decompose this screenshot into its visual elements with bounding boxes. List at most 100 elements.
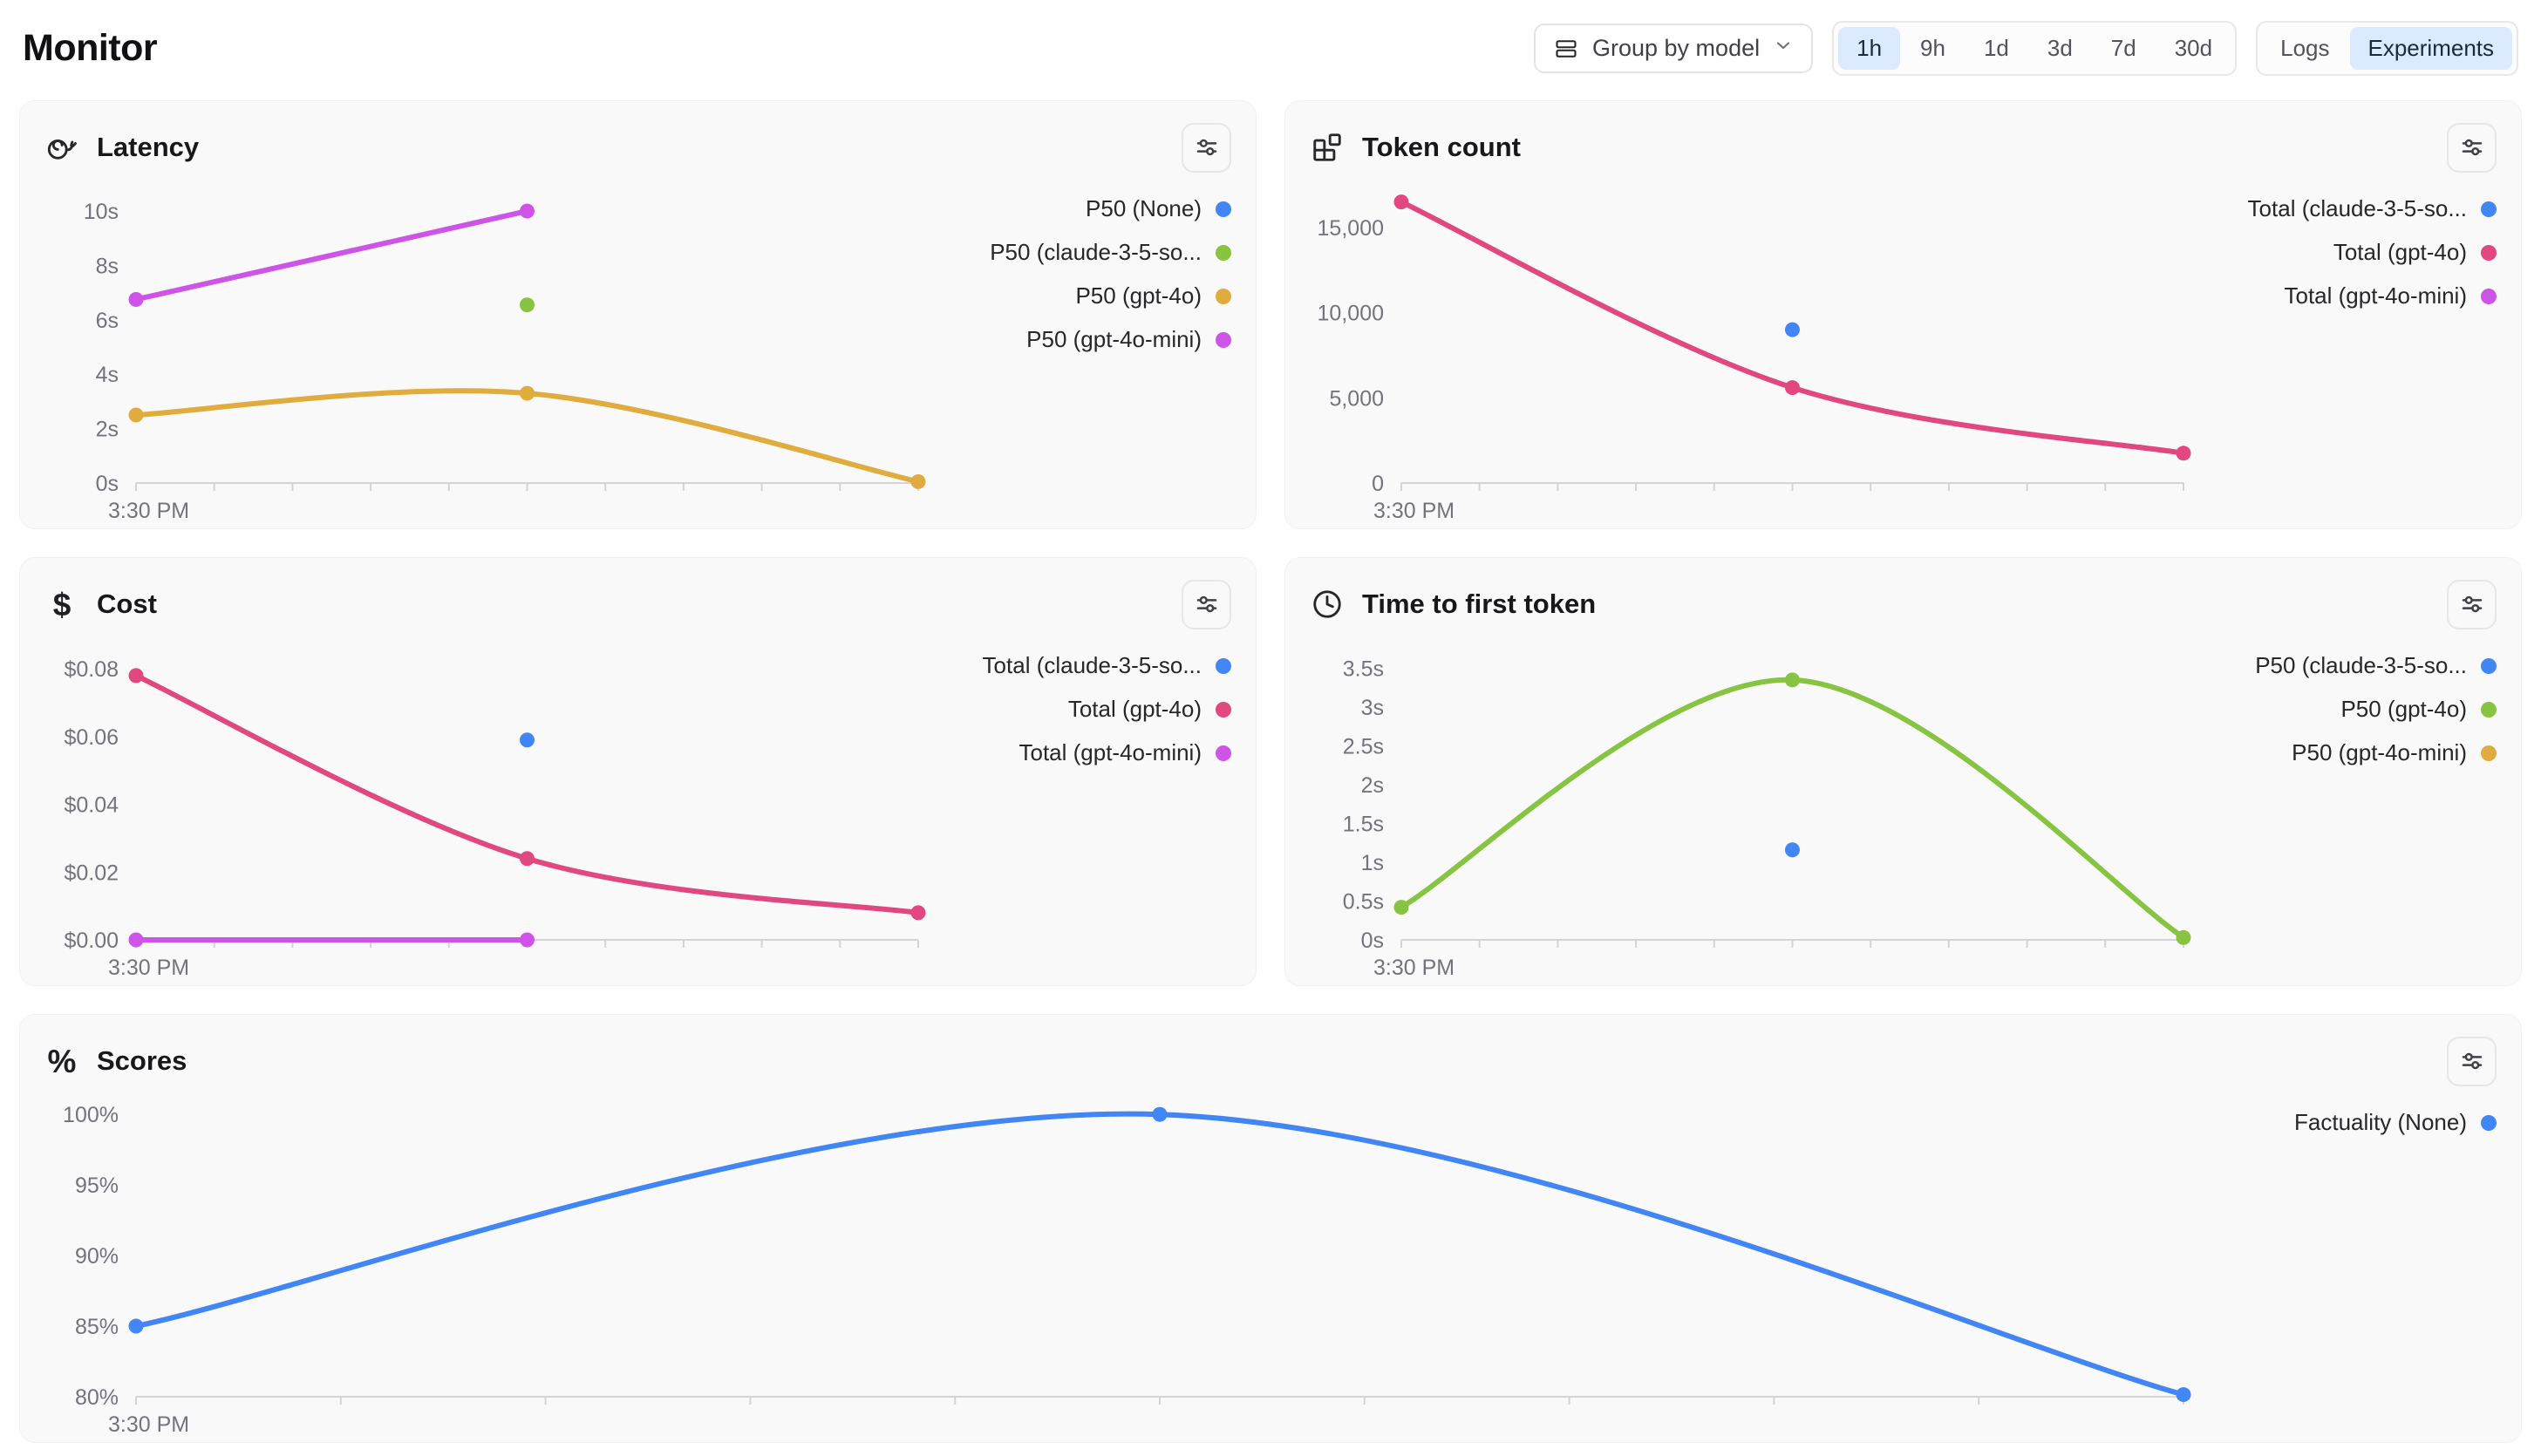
svg-text:85%: 85% xyxy=(75,1315,119,1339)
svg-text:10s: 10s xyxy=(84,200,119,224)
svg-text:2.5s: 2.5s xyxy=(1343,734,1384,759)
legend-dot xyxy=(1216,244,1231,261)
chart-title: Scores xyxy=(97,1045,187,1076)
svg-text:$0.00: $0.00 xyxy=(64,929,119,953)
chart-legend: P50 (None) P50 (claude-3-5-so... P50 (gpt-… xyxy=(930,174,1231,523)
legend-dot xyxy=(1216,657,1231,674)
group-by-label: Group by model xyxy=(1592,35,1761,61)
svg-text:2s: 2s xyxy=(1361,773,1384,798)
time-range-7d[interactable]: 7d xyxy=(2093,27,2155,70)
legend-item: Total (claude-3-5-so... xyxy=(2196,195,2497,222)
chart-settings-button[interactable] xyxy=(2447,579,2497,629)
legend-label: P50 (claude-3-5-so... xyxy=(990,239,1202,265)
legend-dot xyxy=(1216,288,1231,304)
time-to-first-token-card: Time to first token 3.5s 3s 2.5s 2s 1.5s 1s 0.… xyxy=(1284,557,2522,986)
card-header: Latency xyxy=(44,120,1231,174)
time-range-9h[interactable]: 9h xyxy=(1902,27,1964,70)
svg-text:3:30 PM: 3:30 PM xyxy=(108,1412,189,1437)
chart-legend: Factuality (None) xyxy=(2196,1088,2497,1437)
svg-text:0: 0 xyxy=(1372,472,1384,496)
chart-settings-button[interactable] xyxy=(1182,579,1231,629)
scores-chart: 100% 95% 90% 85% 80%3:30 PM xyxy=(63,1103,2191,1437)
svg-text:10,000: 10,000 xyxy=(1318,302,1384,326)
svg-text:$0.04: $0.04 xyxy=(64,793,119,818)
latency-card: Latency 10s 8s 6s 4s 2s 0s 3:30 PM P50 (None) P… xyxy=(19,100,1257,529)
blocks-icon xyxy=(1310,130,1345,165)
legend-label: Total (gpt-4o) xyxy=(1067,696,1202,722)
legend-label: P50 (claude-3-5-so... xyxy=(2255,652,2467,678)
legend-dot xyxy=(2481,288,2497,304)
token-count-card: Token count 15,000 10,000 5,000 0 3:30 PM To… xyxy=(1284,100,2522,529)
svg-text:90%: 90% xyxy=(75,1244,119,1269)
legend-dot xyxy=(1216,701,1231,718)
svg-text:3:30 PM: 3:30 PM xyxy=(1373,956,1454,980)
chart-settings-button[interactable] xyxy=(2447,122,2497,173)
legend-dot xyxy=(1216,745,1231,761)
legend-label: P50 (gpt-4o-mini) xyxy=(1026,326,1202,352)
svg-text:3.5s: 3.5s xyxy=(1343,657,1384,681)
chart-area: 15,000 10,000 5,000 0 3:30 PM Total (claude-… xyxy=(1310,174,2497,523)
svg-text:95%: 95% xyxy=(75,1174,119,1198)
view-toggle-experiments[interactable]: Experiments xyxy=(2349,27,2512,70)
legend-item: P50 (claude-3-5-so... xyxy=(2196,652,2497,679)
chart-area: 3.5s 3s 2.5s 2s 1.5s 1s 0.5s 0s 3:30 PM P50 (cla… xyxy=(1310,631,2497,980)
chart-area: 10s 8s 6s 4s 2s 0s 3:30 PM P50 (None) P50 (clau… xyxy=(44,174,1231,523)
svg-text:2s: 2s xyxy=(96,418,119,442)
legend-item: P50 (gpt-4o) xyxy=(930,282,1231,310)
legend-dot xyxy=(2481,657,2497,674)
legend-item: Total (gpt-4o) xyxy=(930,696,1231,723)
chart-settings-button[interactable] xyxy=(2447,1036,2497,1086)
chart-settings-button[interactable] xyxy=(1182,122,1231,173)
svg-text:3s: 3s xyxy=(1361,696,1384,720)
legend-item: P50 (gpt-4o-mini) xyxy=(930,326,1231,353)
legend-label: P50 (gpt-4o-mini) xyxy=(2292,739,2467,765)
legend-dot xyxy=(2481,201,2497,217)
chart-title: Cost xyxy=(97,589,157,619)
time-range-1d[interactable]: 1d xyxy=(1965,27,2027,70)
time-range-30d[interactable]: 30d xyxy=(2156,27,2231,70)
legend-label: Total (claude-3-5-so... xyxy=(982,652,1202,678)
top-bar: Monitor Group by model 1h 9h 1d 3d 7d 30d Log… xyxy=(0,0,2541,100)
header-controls: Group by model 1h 9h 1d 3d 7d 30d Logs Experim… xyxy=(1534,21,2518,76)
svg-text:5,000: 5,000 xyxy=(1329,386,1384,411)
legend-dot xyxy=(1216,331,1231,348)
legend-item: Factuality (None) xyxy=(2196,1109,2497,1136)
token-count-chart: 15,000 10,000 5,000 0 3:30 PM xyxy=(1318,194,2191,523)
card-header: % Scores xyxy=(44,1034,2497,1088)
group-by-model-button[interactable]: Group by model xyxy=(1534,24,1814,73)
svg-text:3:30 PM: 3:30 PM xyxy=(108,499,189,523)
snail-icon xyxy=(44,130,79,165)
legend-label: P50 (gpt-4o) xyxy=(1075,282,1202,309)
legend-label: Total (gpt-4o) xyxy=(2333,239,2467,265)
svg-text:15,000: 15,000 xyxy=(1318,216,1384,241)
time-range-3d[interactable]: 3d xyxy=(2029,27,2091,70)
view-toggle-logs[interactable]: Logs xyxy=(2262,27,2347,70)
legend-item: P50 (None) xyxy=(930,195,1231,222)
scores-card: % Scores 100% 95% 90% 85% 80% 3:30 PM Factual… xyxy=(19,1014,2522,1443)
legend-dot xyxy=(2481,701,2497,718)
card-header: $ Cost xyxy=(44,577,1231,631)
svg-text:4s: 4s xyxy=(96,363,119,387)
time-range-group: 1h 9h 1d 3d 7d 30d xyxy=(1832,21,2238,76)
view-toggle-group: Logs Experiments xyxy=(2256,21,2518,76)
clock-icon xyxy=(1310,587,1345,622)
chart-legend: P50 (claude-3-5-so... P50 (gpt-4o) P50 (gp… xyxy=(2196,631,2497,980)
time-range-1h[interactable]: 1h xyxy=(1838,27,1901,70)
legend-label: Total (gpt-4o-mini) xyxy=(2284,282,2467,309)
cost-chart: $0.08 $0.06 $0.04 $0.02 $0.00 3:30 PM xyxy=(64,657,926,980)
legend-item: Total (claude-3-5-so... xyxy=(930,652,1231,679)
cost-card: $ Cost $0.08 $0.06 $0.04 $0.02 $0.00 3:30 PM … xyxy=(19,557,1257,986)
rows-icon xyxy=(1553,36,1579,62)
charts-grid: Latency 10s 8s 6s 4s 2s 0s 3:30 PM P50 (None) P… xyxy=(0,100,2541,1443)
svg-text:1s: 1s xyxy=(1361,851,1384,875)
svg-text:80%: 80% xyxy=(75,1385,119,1410)
legend-label: Total (gpt-4o-mini) xyxy=(1018,739,1202,765)
svg-text:$0.06: $0.06 xyxy=(64,725,119,750)
legend-label: P50 (None) xyxy=(1086,195,1202,221)
svg-text:0s: 0s xyxy=(96,472,119,496)
card-header: Token count xyxy=(1310,120,2497,174)
chart-area: $0.08 $0.06 $0.04 $0.02 $0.00 3:30 PM Total (… xyxy=(44,631,1231,980)
legend-item: P50 (gpt-4o-mini) xyxy=(2196,739,2497,766)
svg-text:3:30 PM: 3:30 PM xyxy=(1373,499,1454,523)
svg-text:6s: 6s xyxy=(96,309,119,333)
